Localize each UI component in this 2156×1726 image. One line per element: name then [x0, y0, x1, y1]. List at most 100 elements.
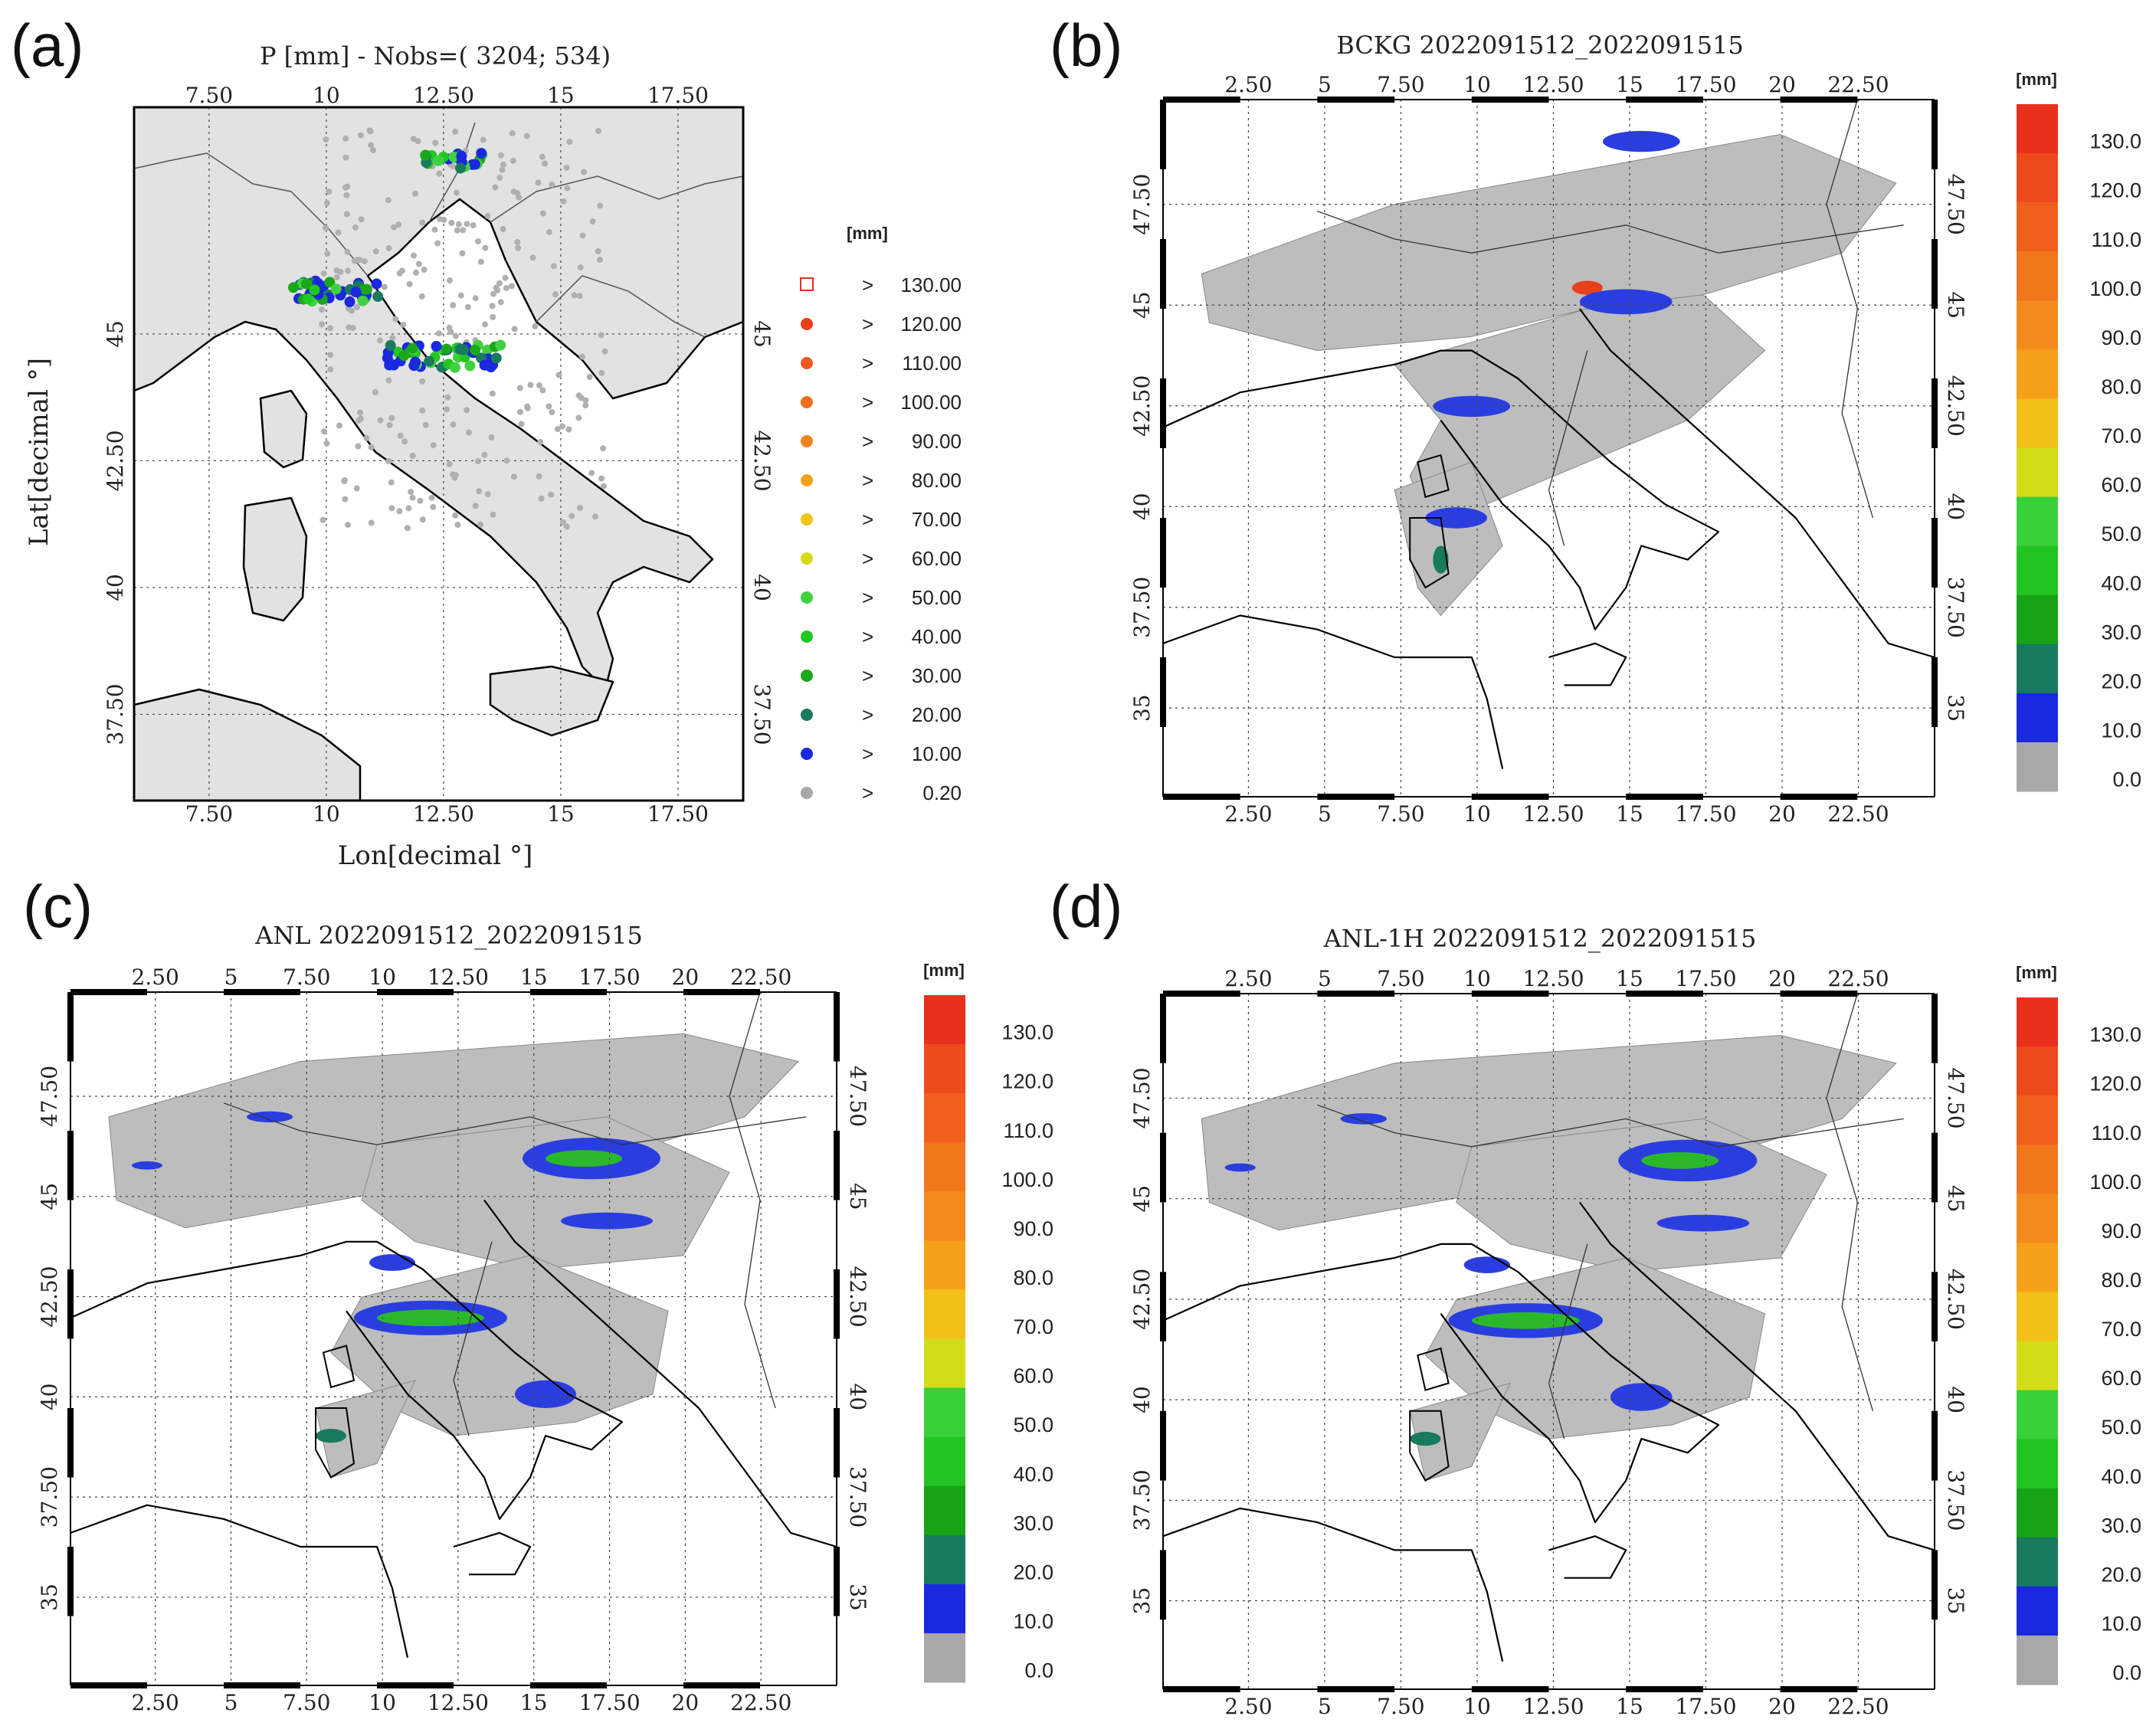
- panel-d-colorbar-label: 130.0: [2089, 1023, 2141, 1046]
- obs-dot-grey: [432, 139, 439, 146]
- obs-dot-grey: [336, 422, 342, 429]
- legend-label: 50.00: [912, 586, 962, 609]
- legend-symbol: >: [862, 664, 873, 687]
- panel-b-lon-tick-bottom: 20: [1768, 801, 1796, 827]
- panel-b-lat-tick-right: 47.50: [1943, 174, 1968, 235]
- obs-dot-grey: [388, 414, 395, 421]
- obs-dot: [288, 282, 299, 293]
- obs-dot-grey: [455, 221, 462, 228]
- panel-a-lon-tick-bottom: 7.50: [185, 801, 233, 827]
- panel-d-lat-tick-left: 40: [1129, 1386, 1155, 1413]
- obs-dot: [495, 339, 506, 351]
- panel-c-colorbar-swatch: [924, 1142, 965, 1192]
- panel-c-lon-tick-top: 20: [672, 965, 700, 990]
- panel-d-lat-tick-left: 47.50: [1129, 1067, 1155, 1128]
- obs-dot-grey: [447, 277, 453, 284]
- obs-dot-grey: [367, 128, 374, 135]
- obs-dot-grey: [372, 248, 379, 255]
- panel-c-lon-tick-bottom: 17.50: [578, 1690, 640, 1715]
- panel-c-colorbar-swatch: [924, 1093, 965, 1143]
- obs-dot: [385, 339, 396, 351]
- panel-b-colorbar-swatch: [2017, 594, 2058, 645]
- panel-c-coastline: [453, 1531, 532, 1576]
- obs-dot-grey: [412, 190, 418, 197]
- obs-dot-grey: [388, 479, 395, 486]
- panel-a-lon-tick-bottom: 17.50: [647, 801, 709, 827]
- obs-dot: [458, 344, 470, 355]
- panel-d-coastline: [1578, 1201, 1935, 1551]
- obs-dot: [490, 352, 502, 364]
- obs-dot-grey: [597, 202, 604, 209]
- panel-d-precip-patch: [1656, 1214, 1750, 1232]
- sardinia-island: [242, 496, 308, 622]
- panel-d-colorbar-label: 120.0: [2089, 1073, 2141, 1096]
- panel-b-coastline: [1548, 642, 1627, 686]
- panel-d-precip-patch: [1463, 1256, 1511, 1273]
- obs-dot-grey: [428, 494, 435, 501]
- obs-dot-grey: [560, 198, 567, 205]
- panel-b-colorbar-swatch: [2017, 644, 2058, 694]
- panel-b-colorbar-label: 70.0: [2101, 424, 2141, 447]
- obs-dot-grey: [578, 353, 585, 360]
- panel-c-colorbar-label: 110.0: [1003, 1119, 1053, 1142]
- panel-b-precip-patch: [1433, 395, 1511, 418]
- obs-dot-grey: [598, 332, 605, 339]
- panel-b-colorbar-label: 50.0: [2101, 522, 2141, 545]
- obs-dot-grey: [493, 284, 500, 291]
- panel-d-colorbar-swatch: [2017, 1096, 2058, 1145]
- panel-c-colorbar-label: 50.0: [1013, 1413, 1053, 1436]
- panel-a-xlabel: Lon[decimal °]: [338, 840, 532, 871]
- panel-c-colorbar-swatch: [924, 1534, 965, 1585]
- obs-dot-grey: [600, 483, 607, 490]
- legend-marker-dot: [801, 787, 813, 799]
- panel-a-lat-tick-left: 40: [103, 574, 128, 601]
- panel-b-lon-tick-bottom: 5: [1318, 801, 1332, 827]
- panel-d-precip-patch: [1471, 1312, 1580, 1329]
- obs-dot-grey: [465, 429, 472, 436]
- obs-dot-grey: [470, 222, 477, 229]
- panel-b-lat-tick-left: 37.50: [1129, 577, 1155, 638]
- obs-dot-grey: [419, 516, 426, 523]
- panel-b-lon-tick-top: 22.50: [1827, 72, 1889, 97]
- obs-dot-grey: [464, 303, 471, 310]
- panel-a-ylabel: Lat[decimal °]: [24, 358, 54, 546]
- legend-marker-dot: [801, 591, 813, 604]
- legend-symbol: >: [862, 391, 873, 414]
- panel-d-colorbar-label: 50.0: [2101, 1416, 2141, 1439]
- obs-dot-grey: [446, 324, 453, 331]
- obs-dot-grey: [452, 128, 459, 135]
- legend-marker-dot: [801, 748, 813, 760]
- obs-dot-grey: [508, 283, 515, 290]
- panel-d-colorbar-swatch: [2017, 1341, 2058, 1391]
- panel-c-lon-tick-bottom: 2.50: [132, 1690, 179, 1715]
- obs-dot-grey: [523, 133, 530, 139]
- panel-a-lon-tick-top: 15: [547, 83, 575, 108]
- obs-dot-grey: [496, 174, 503, 181]
- obs-dot-grey: [454, 522, 461, 528]
- obs-dot-grey: [417, 497, 424, 504]
- obs-dot-grey: [368, 444, 375, 450]
- obs-dot-grey: [548, 491, 555, 498]
- legend-label: 20.00: [912, 703, 962, 726]
- obs-dot: [324, 277, 336, 288]
- obs-dot-grey: [554, 426, 561, 433]
- panel-d-lon-tick-top: 17.50: [1675, 966, 1736, 991]
- panel-c-colorbar-label: 80.0: [1013, 1266, 1053, 1289]
- panel-d-map: 2.50 2.50 5 5 7.50 7.50 10 10 12.50 12.50 15 15 17.5…: [1129, 966, 1968, 1719]
- obs-dot-grey: [582, 402, 589, 409]
- panel-b-border-line: [1826, 99, 1874, 519]
- panel-d-precip-patch: [1340, 1113, 1388, 1125]
- obs-dot-grey: [586, 374, 593, 380]
- panel-c-precip-patch: [561, 1212, 653, 1230]
- obs-dot-grey: [516, 194, 523, 201]
- panel-d-lat-tick-right: 47.50: [1943, 1067, 1968, 1128]
- obs-dot-grey: [552, 291, 559, 298]
- legend-symbol: >: [862, 430, 873, 453]
- obs-dot-grey: [430, 442, 437, 449]
- obs-dot: [441, 343, 452, 355]
- legend-symbol: >: [862, 508, 873, 531]
- obs-dot: [372, 291, 384, 302]
- obs-dot-grey: [511, 326, 518, 332]
- obs-dot: [344, 296, 356, 307]
- obs-dot-grey: [542, 160, 548, 167]
